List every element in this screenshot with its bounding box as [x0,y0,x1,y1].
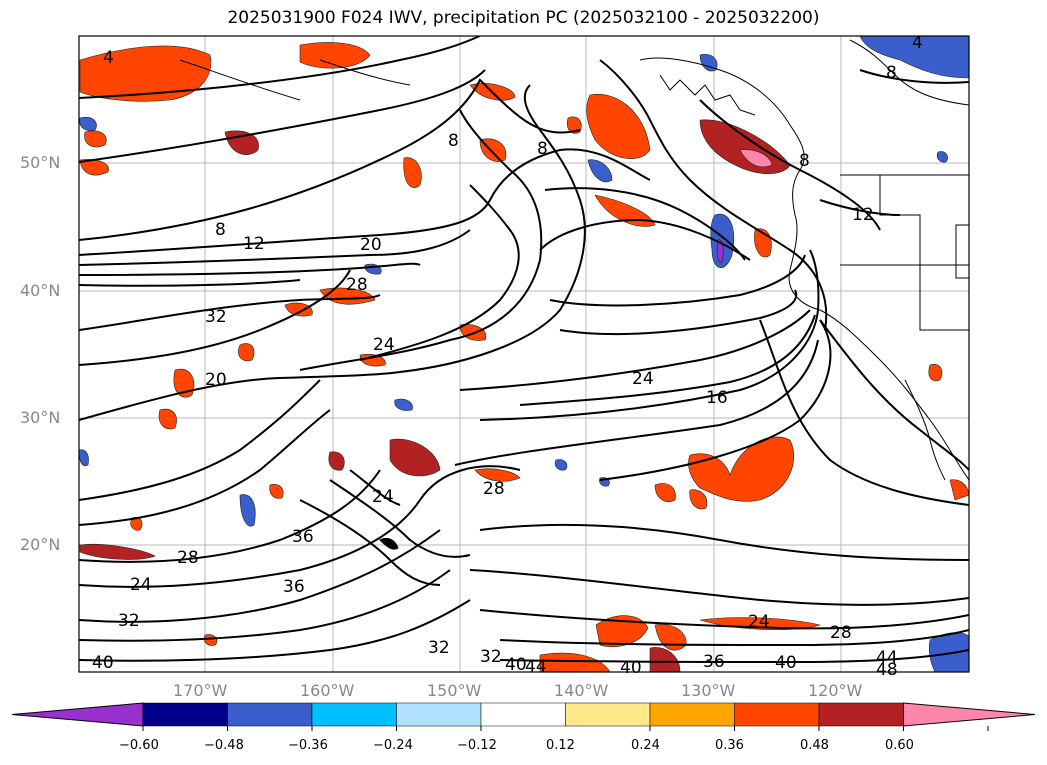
colorbar-tick-label: −0.60 [119,738,159,753]
colorbar-segment [396,702,482,727]
lon-label-140w: 140°W [554,681,609,700]
contour-label: 48 [876,660,898,680]
lat-label-30n: 30°N [20,408,61,427]
contour-label: 8 [215,220,226,240]
contour-label: 28 [830,623,852,643]
contour-label: 24 [373,335,395,355]
lat-label-20n: 20°N [20,535,61,554]
colorbar-segment [227,702,313,727]
lon-label-150w: 150°W [427,681,482,700]
contour-label: 28 [346,275,368,295]
colorbar-tick-label: 0.48 [800,738,829,753]
colorbar-segment [649,702,735,727]
contour-label: 8 [886,63,897,83]
contour-label: 24 [130,575,152,595]
contour-label: 40 [92,653,114,673]
contour-label: 4 [912,33,923,53]
colorbar-extend-left [11,702,144,727]
colorbar-tick-label: 0.60 [885,738,914,753]
colorbar-extend-right [903,702,1036,727]
coastlines [179,39,969,550]
colorbar-tick-label: −0.12 [457,738,497,753]
colorbar-segment [818,702,904,727]
contour-label: 24 [632,369,654,389]
lon-label-120w: 120°W [808,681,863,700]
contour-label: 40 [775,653,797,673]
contour-label: 24 [372,487,394,507]
contour-label: 16 [706,388,728,408]
colorbar-tick-label: −0.48 [204,738,244,753]
contour-label: 36 [703,652,725,672]
contour-label: 36 [283,577,305,597]
contour-label: 28 [177,548,199,568]
colorbar-tick-label: 0.12 [546,738,575,753]
colorbar-segment [565,702,651,727]
contour-label: 20 [360,235,382,255]
contour-label: 40 [505,655,527,675]
lon-label-160w: 160°W [300,681,355,700]
contour-label: 8 [799,151,810,171]
contour-label: 32 [118,611,140,631]
contour-label: 12 [243,234,265,254]
contour-label: 8 [537,139,548,159]
contour-label: 24 [748,612,770,632]
colorbar-tick-label: 0.36 [715,738,744,753]
lon-label-130w: 130°W [681,681,736,700]
colorbar-segment [142,702,228,727]
lat-label-40n: 40°N [20,281,61,300]
contour-label: 20 [205,370,227,390]
contour-label: 44 [525,657,547,677]
contour-label: 32 [428,638,450,658]
contour-label: 32 [205,307,227,327]
colorbar-segment [480,702,566,727]
lon-label-170w: 170°W [173,681,228,700]
contour-label: 28 [483,479,505,499]
contour-label: 4 [103,48,114,68]
contour-label: 12 [852,205,874,225]
contour-label: 44 [876,648,898,668]
lat-label-50n: 50°N [20,153,61,172]
colorbar-tick-label: 0.24 [631,738,660,753]
map-title: 2025031900 F024 IWV, precipitation PC (2… [227,8,820,28]
contour-label: 36 [292,527,314,547]
iwv-contours [79,36,969,664]
colorbar-tick-label: −0.36 [288,738,328,753]
precip-negative [79,36,969,672]
contour-label: 32 [480,647,502,667]
contour-label: 40 [620,658,642,678]
colorbar-segment [734,702,820,727]
colorbar-tick-label: −0.24 [373,738,413,753]
contour-label: 8 [448,131,459,151]
colorbar-segment [311,702,397,727]
